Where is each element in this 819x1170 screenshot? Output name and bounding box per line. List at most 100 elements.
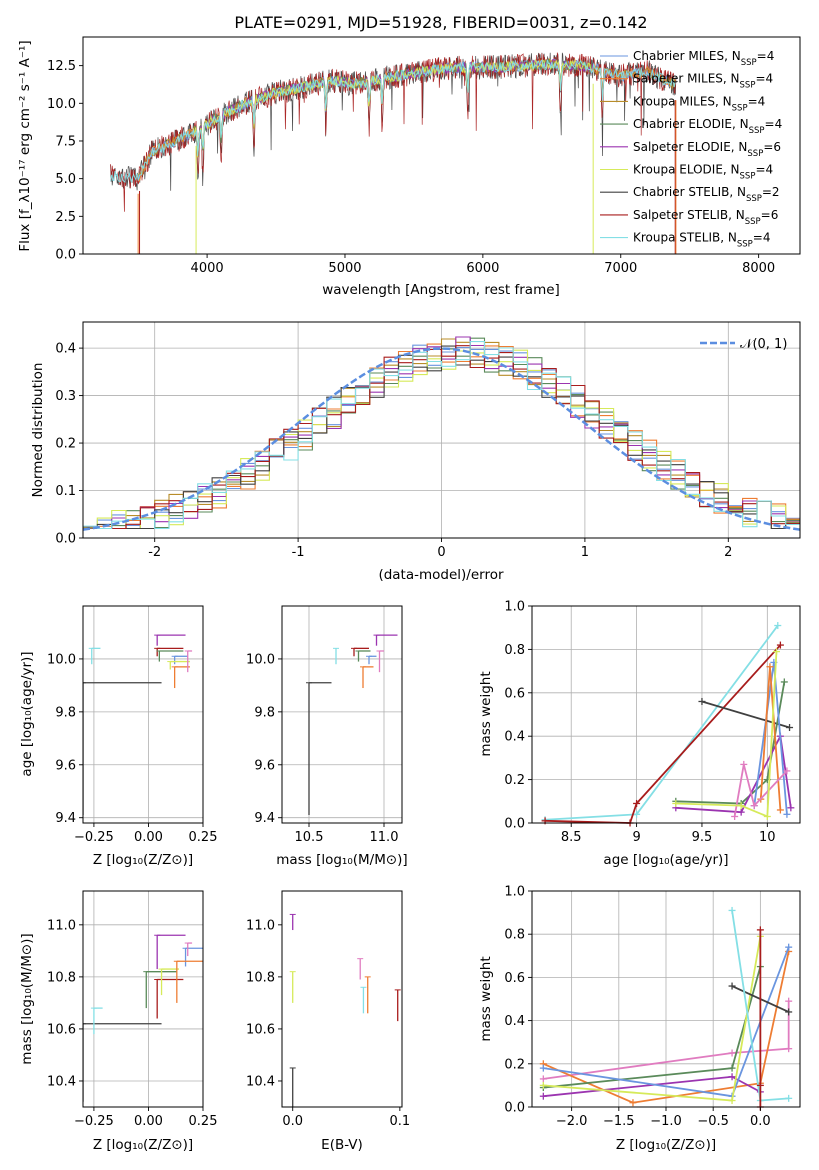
legend-label: Kroupa STELIB, NSSP=4 <box>633 231 771 250</box>
age-mass-xlabel: mass [log₁₀(M/M⊙)] <box>276 852 407 868</box>
weight-point <box>728 906 736 914</box>
weight-point <box>539 1081 547 1089</box>
weight-point <box>728 1049 736 1057</box>
y-tick-label: 0.2 <box>55 437 76 452</box>
x-tick-label: 5000 <box>328 261 361 276</box>
weight-age-axes-frame <box>531 605 801 824</box>
y-tick-label: 10.8 <box>246 970 275 985</box>
residual-histograms <box>83 336 800 531</box>
y-tick-label: 10.4 <box>246 1074 275 1089</box>
mass-z-ylabel: mass [log₁₀(M/M⊙)] <box>19 933 35 1064</box>
x-tick-label: −0.25 <box>74 1114 114 1129</box>
weight-point <box>785 943 793 951</box>
weight-point <box>776 641 784 649</box>
y-tick-label: 0.4 <box>504 1014 525 1029</box>
y-tick-label: 9.8 <box>55 705 76 720</box>
weight-point <box>776 806 784 814</box>
x-tick-label: −1.0 <box>650 1114 682 1129</box>
spectrum-xlabel: wavelength [Angstrom, rest frame] <box>322 282 560 298</box>
y-tick-label: 0.6 <box>504 686 525 701</box>
weight-point <box>772 648 780 656</box>
spectrum-panel: 4000 5000 6000 7000 8000 0.0 2.5 5.0 7.5 10.0 12.5… <box>17 13 801 298</box>
spectrum-line <box>110 59 676 184</box>
y-tick-label: 0.2 <box>504 773 525 788</box>
histogram-xlabel: (data-model)/error <box>378 567 504 583</box>
legend-label: Chabrier ELODIE, NSSP=4 <box>633 117 782 136</box>
x-tick-label: 0.00 <box>134 1114 163 1129</box>
weight-point <box>672 799 680 807</box>
y-tick-label: 10.4 <box>47 1074 76 1089</box>
y-tick-label: 0.0 <box>55 248 76 263</box>
histogram-legend: 𝒩(0, 1) <box>700 337 787 352</box>
age-mass-axes-frame <box>281 605 403 824</box>
histogram-steps <box>83 336 800 531</box>
x-tick-label: 0.1 <box>390 1114 411 1129</box>
weight-point <box>698 697 706 705</box>
spectrum-title: PLATE=0291, MJD=51928, FIBERID=0031, z=0… <box>234 13 647 32</box>
histogram-series <box>83 345 800 530</box>
y-tick-label: 9.6 <box>55 758 76 773</box>
x-tick-label: 11.0 <box>370 830 399 845</box>
weight-point <box>633 799 641 807</box>
mass-z-axes-frame <box>82 890 204 1108</box>
y-tick-label: 9.8 <box>254 705 275 720</box>
spectrum-axes-frame <box>82 36 801 255</box>
legend-label: Chabrier STELIB, NSSP=2 <box>633 185 780 204</box>
y-tick-label: 0.6 <box>504 971 525 986</box>
x-tick-label: 0.0 <box>750 1114 771 1129</box>
spectrum-ylabel: Flux [f_λ10⁻¹⁷ erg cm⁻² s⁻¹ A⁻¹] <box>17 40 33 251</box>
mass-vs-extinction-panel: 0.0 0.1 10.4 10.6 10.8 11.0 E(B-V) <box>246 890 411 1153</box>
x-tick-label: 1 <box>581 545 589 560</box>
age-vs-metallicity-panel: −0.25 0.00 0.25 9.4 9.6 9.8 10.0 Z [log₁₀(Z/Z⊙… <box>19 605 217 868</box>
weight-point <box>728 1097 736 1105</box>
y-tick-label: 10.0 <box>47 652 76 667</box>
weight-vs-metallicity-panel: −2.0 −1.5 −1.0 −0.5 0.0 0.0 0.2 0.4 0.6 0.8 1.0 Z … <box>478 885 801 1153</box>
x-tick-label: 2 <box>724 545 732 560</box>
legend-label: Kroupa ELODIE, NSSP=4 <box>633 163 773 182</box>
weight-point <box>740 760 748 768</box>
weight-point <box>756 1081 764 1089</box>
mass-z-xlabel: Z [log₁₀(Z/Z⊙)] <box>93 1137 193 1153</box>
spectrum-series <box>110 52 677 254</box>
y-tick-label: 0.4 <box>504 730 525 745</box>
spectrum-lines <box>110 52 677 254</box>
weight-point <box>539 1064 547 1072</box>
x-tick-label: 8.5 <box>561 830 582 845</box>
y-tick-label: 10.6 <box>47 1022 76 1037</box>
x-tick-label: 7000 <box>604 261 637 276</box>
x-tick-label: 8000 <box>742 261 775 276</box>
weight-point <box>737 802 745 810</box>
legend-label: Salpeter STELIB, NSSP=6 <box>633 208 778 227</box>
y-tick-label: 11.0 <box>246 918 275 933</box>
x-tick-label: 0.25 <box>189 1114 218 1129</box>
mass-ebv-xlabel: E(B-V) <box>321 1137 363 1153</box>
x-tick-label: −0.25 <box>74 830 114 845</box>
y-tick-label: 0.0 <box>504 1101 525 1116</box>
y-tick-label: 0.2 <box>504 1057 525 1072</box>
x-tick-label: −0.5 <box>697 1114 729 1129</box>
y-tick-label: 10.0 <box>47 97 76 112</box>
age-z-axes-frame <box>82 605 204 824</box>
legend-label: Salpeter MILES, NSSP=4 <box>633 72 773 91</box>
y-tick-label: 0.8 <box>504 928 525 943</box>
y-tick-label: 10.6 <box>246 1022 275 1037</box>
weight-point <box>539 1092 547 1100</box>
weight-point <box>785 1094 793 1102</box>
legend-label: Kroupa MILES, NSSP=4 <box>633 94 765 113</box>
residual-histogram-panel: -2 -1 0 1 2 0.0 0.1 0.2 0.3 0.4 𝒩(0, 1) (data-mod… <box>30 321 801 583</box>
y-tick-label: 10.0 <box>246 652 275 667</box>
y-tick-label: 9.6 <box>254 758 275 773</box>
weight-series-line <box>733 764 788 817</box>
weight-point <box>629 1099 637 1107</box>
weight-point <box>785 1008 793 1016</box>
y-tick-label: 2.5 <box>55 210 76 225</box>
age-z-xlabel: Z [log₁₀(Z/Z⊙)] <box>93 852 193 868</box>
weight-series-line <box>675 681 786 805</box>
error-bars <box>306 634 398 816</box>
x-tick-label: 10.5 <box>295 830 324 845</box>
weight-point <box>756 926 764 934</box>
x-tick-label: 0 <box>437 545 445 560</box>
histogram-ylabel: Normed distribution <box>30 363 46 498</box>
y-tick-label: 10.8 <box>47 970 76 985</box>
